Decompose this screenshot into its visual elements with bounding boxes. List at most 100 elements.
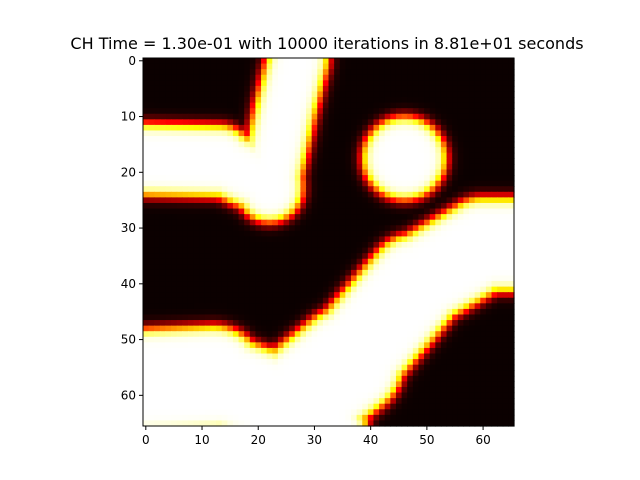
heatmap-cell	[446, 147, 453, 154]
heatmap-cell	[334, 63, 341, 70]
heatmap-cell	[165, 219, 172, 226]
heatmap-cell	[204, 375, 212, 382]
heatmap-cell	[457, 214, 465, 221]
heatmap-cell	[143, 130, 150, 137]
heatmap-cell	[182, 197, 189, 204]
heatmap-cell	[446, 158, 453, 165]
heatmap-cell	[210, 353, 217, 360]
heatmap-cell	[452, 230, 459, 238]
y-tick-label: 40	[121, 277, 136, 291]
heatmap-cell	[322, 113, 330, 120]
heatmap-cell	[390, 375, 397, 382]
heatmap-cell	[277, 269, 285, 277]
heatmap-cell	[277, 258, 285, 265]
heatmap-cell	[148, 420, 155, 427]
heatmap-cell	[306, 113, 313, 120]
heatmap-cell	[289, 364, 296, 371]
heatmap-cell	[469, 253, 476, 260]
heatmap-cell	[266, 124, 273, 132]
heatmap-cell	[424, 420, 431, 427]
heatmap-cell	[452, 297, 459, 304]
heatmap-cell	[384, 124, 391, 132]
heatmap-cell	[294, 85, 301, 93]
heatmap-cell	[171, 97, 178, 104]
heatmap-cell	[154, 147, 161, 154]
heatmap-cell	[379, 320, 386, 327]
heatmap-cell	[457, 258, 465, 265]
heatmap-cell	[480, 292, 487, 299]
heatmap-cell	[356, 158, 363, 165]
heatmap-cell	[204, 364, 212, 371]
heatmap-cell	[187, 308, 195, 316]
heatmap-cell	[227, 69, 234, 76]
heatmap-cell	[350, 264, 358, 271]
heatmap-cell	[306, 353, 313, 360]
heatmap-cell	[238, 186, 245, 193]
heatmap-cell	[469, 353, 476, 360]
heatmap-cell	[289, 242, 296, 249]
heatmap-cell	[182, 331, 189, 338]
heatmap-cell	[457, 336, 465, 343]
heatmap-cell	[255, 264, 262, 271]
heatmap-cell	[283, 314, 290, 321]
heatmap-cell	[334, 364, 341, 371]
heatmap-cell	[221, 91, 228, 98]
heatmap-cell	[429, 359, 436, 366]
plot-frame	[142, 57, 515, 427]
heatmap-cell	[244, 180, 251, 187]
heatmap-cell	[401, 80, 408, 87]
heatmap-cell	[508, 208, 515, 215]
heatmap-cell	[272, 236, 279, 243]
heatmap-cell	[435, 236, 442, 243]
heatmap-cell	[457, 130, 465, 137]
heatmap-cell	[367, 297, 375, 304]
heatmap-cell	[165, 191, 172, 198]
heatmap-cell	[401, 108, 408, 115]
heatmap-cell	[249, 97, 257, 104]
heatmap-cell	[249, 225, 257, 232]
heatmap-cell	[277, 320, 285, 327]
heatmap-cell	[322, 225, 330, 232]
heatmap-cell	[395, 370, 403, 377]
heatmap-cell	[244, 102, 251, 109]
heatmap-cell	[294, 169, 301, 176]
heatmap-cell	[311, 74, 318, 81]
heatmap-cell	[159, 147, 167, 154]
heatmap-cell	[334, 208, 341, 215]
heatmap-cell	[266, 398, 273, 405]
heatmap-cell	[424, 381, 431, 388]
heatmap-cell	[384, 325, 391, 332]
heatmap-cell	[474, 58, 481, 65]
heatmap-cell	[339, 175, 346, 182]
heatmap-cell	[474, 152, 481, 159]
heatmap-cell	[452, 180, 459, 187]
heatmap-cell	[238, 325, 245, 332]
heatmap-cell	[373, 420, 380, 427]
heatmap-cell	[266, 314, 273, 321]
heatmap-cell	[440, 281, 448, 288]
heatmap-cell	[159, 85, 167, 93]
heatmap-cell	[412, 403, 420, 410]
heatmap-cell	[210, 180, 217, 187]
heatmap-cell	[317, 398, 324, 405]
heatmap-cell	[300, 147, 307, 154]
heatmap-cell	[362, 336, 369, 343]
heatmap-cell	[210, 124, 217, 132]
heatmap-cell	[272, 74, 279, 81]
heatmap-cell	[322, 297, 330, 304]
heatmap-cell	[508, 163, 515, 171]
heatmap-cell	[171, 414, 178, 422]
heatmap-cell	[463, 219, 470, 226]
heatmap-cell	[457, 347, 465, 355]
heatmap-cell	[300, 136, 307, 143]
heatmap-cell	[373, 236, 380, 243]
heatmap-cell	[502, 141, 509, 148]
heatmap-cell	[474, 113, 481, 120]
heatmap-cell	[244, 325, 251, 332]
heatmap-cell	[356, 247, 363, 254]
heatmap-cell	[469, 102, 476, 109]
heatmap-cell	[210, 359, 217, 366]
heatmap-cell	[407, 420, 414, 427]
heatmap-cell	[143, 275, 150, 282]
heatmap-cell	[367, 370, 375, 377]
